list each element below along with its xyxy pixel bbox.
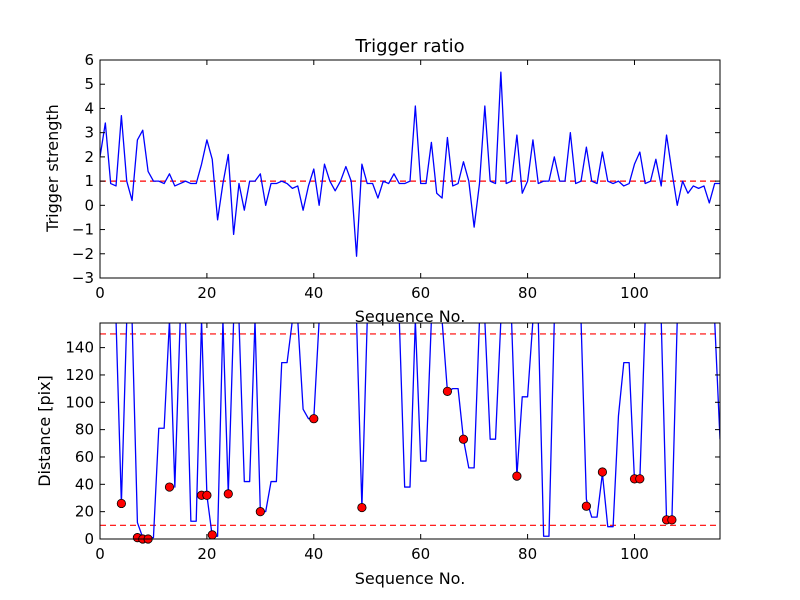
- y-tick-label: 60: [75, 448, 94, 466]
- plot-frame: [99, 322, 721, 540]
- data-point-marker: [667, 515, 677, 525]
- data-point-marker: [202, 490, 212, 500]
- x-axis-label-top: Sequence No.: [355, 307, 466, 326]
- x-tick-label: 60: [411, 284, 430, 302]
- x-tick-label: 20: [197, 545, 216, 563]
- x-tick-label: 0: [95, 284, 105, 302]
- y-tick-label: 20: [75, 503, 94, 521]
- y-tick-label: 80: [75, 421, 94, 439]
- y-tick-label: 0: [84, 530, 94, 548]
- trigger-ratio-chart: Trigger ratio 0 20 40 60 80 100−3−2−10123456 …: [43, 36, 721, 326]
- y-tick-label: 1: [84, 172, 94, 190]
- x-tick-label: 40: [304, 545, 323, 563]
- data-series-line: [100, 71, 720, 257]
- x-tick-label: 40: [304, 284, 323, 302]
- y-tick-label: 5: [84, 75, 94, 93]
- x-axis-label-bottom: Sequence No.: [355, 569, 466, 588]
- y-tick-label: −3: [72, 269, 94, 287]
- x-tick-label: 100: [620, 545, 649, 563]
- data-point-marker: [164, 482, 175, 492]
- x-tick-label: 0: [95, 545, 105, 563]
- y-tick-label: 6: [84, 51, 94, 69]
- y-axis-label-top: Trigger strength: [43, 104, 62, 233]
- y-tick-label: 40: [75, 475, 94, 493]
- data-point-marker: [309, 414, 319, 424]
- data-point-marker: [597, 467, 608, 477]
- plot-area-top: 0 20 40 60 80 100 −3 −2 −1 0 1 2 3 4 5 6: [72, 51, 721, 302]
- data-point-marker: [223, 489, 233, 499]
- y-tick-label: 3: [84, 124, 94, 142]
- x-tick-label: 100: [620, 284, 649, 302]
- chart-title: Trigger ratio: [354, 36, 464, 57]
- y-tick-label: 2: [84, 148, 94, 166]
- y-tick-label: 120: [65, 366, 94, 384]
- y-tick-label: 0: [84, 196, 94, 214]
- x-tick-label: 60: [411, 545, 430, 563]
- y-tick-label: 140: [65, 339, 94, 357]
- x-tick-label: 20: [197, 284, 216, 302]
- distance-chart: 0 20 40 60 80 100 0 20 40 60 80 100 120 140 Sequence …: [35, 322, 721, 588]
- data-point-marker: [581, 501, 591, 511]
- y-axis-label-bottom: Distance [pix]: [35, 375, 54, 487]
- data-point-marker: [357, 502, 367, 513]
- data-point-marker: [635, 474, 645, 484]
- data-point-marker: [255, 507, 265, 517]
- y-tick-label: 4: [84, 99, 94, 117]
- x-tick-label: 80: [518, 545, 537, 563]
- data-series-line: [115, 323, 720, 539]
- data-point-marker: [458, 434, 469, 444]
- data-point-marker: [512, 471, 522, 481]
- data-point-marker: [116, 498, 126, 509]
- plot-area-bottom: 0 20 40 60 80 100 0 20 40 60 80 100 120 140: [65, 322, 721, 563]
- y-tick-label: −1: [72, 221, 94, 239]
- x-tick-label: 80: [518, 284, 537, 302]
- y-tick-label: −2: [72, 245, 94, 263]
- data-point-marker: [207, 530, 217, 540]
- y-tick-label: 100: [65, 393, 94, 411]
- plot-frame: [99, 59, 721, 279]
- data-point-marker: [442, 386, 453, 396]
